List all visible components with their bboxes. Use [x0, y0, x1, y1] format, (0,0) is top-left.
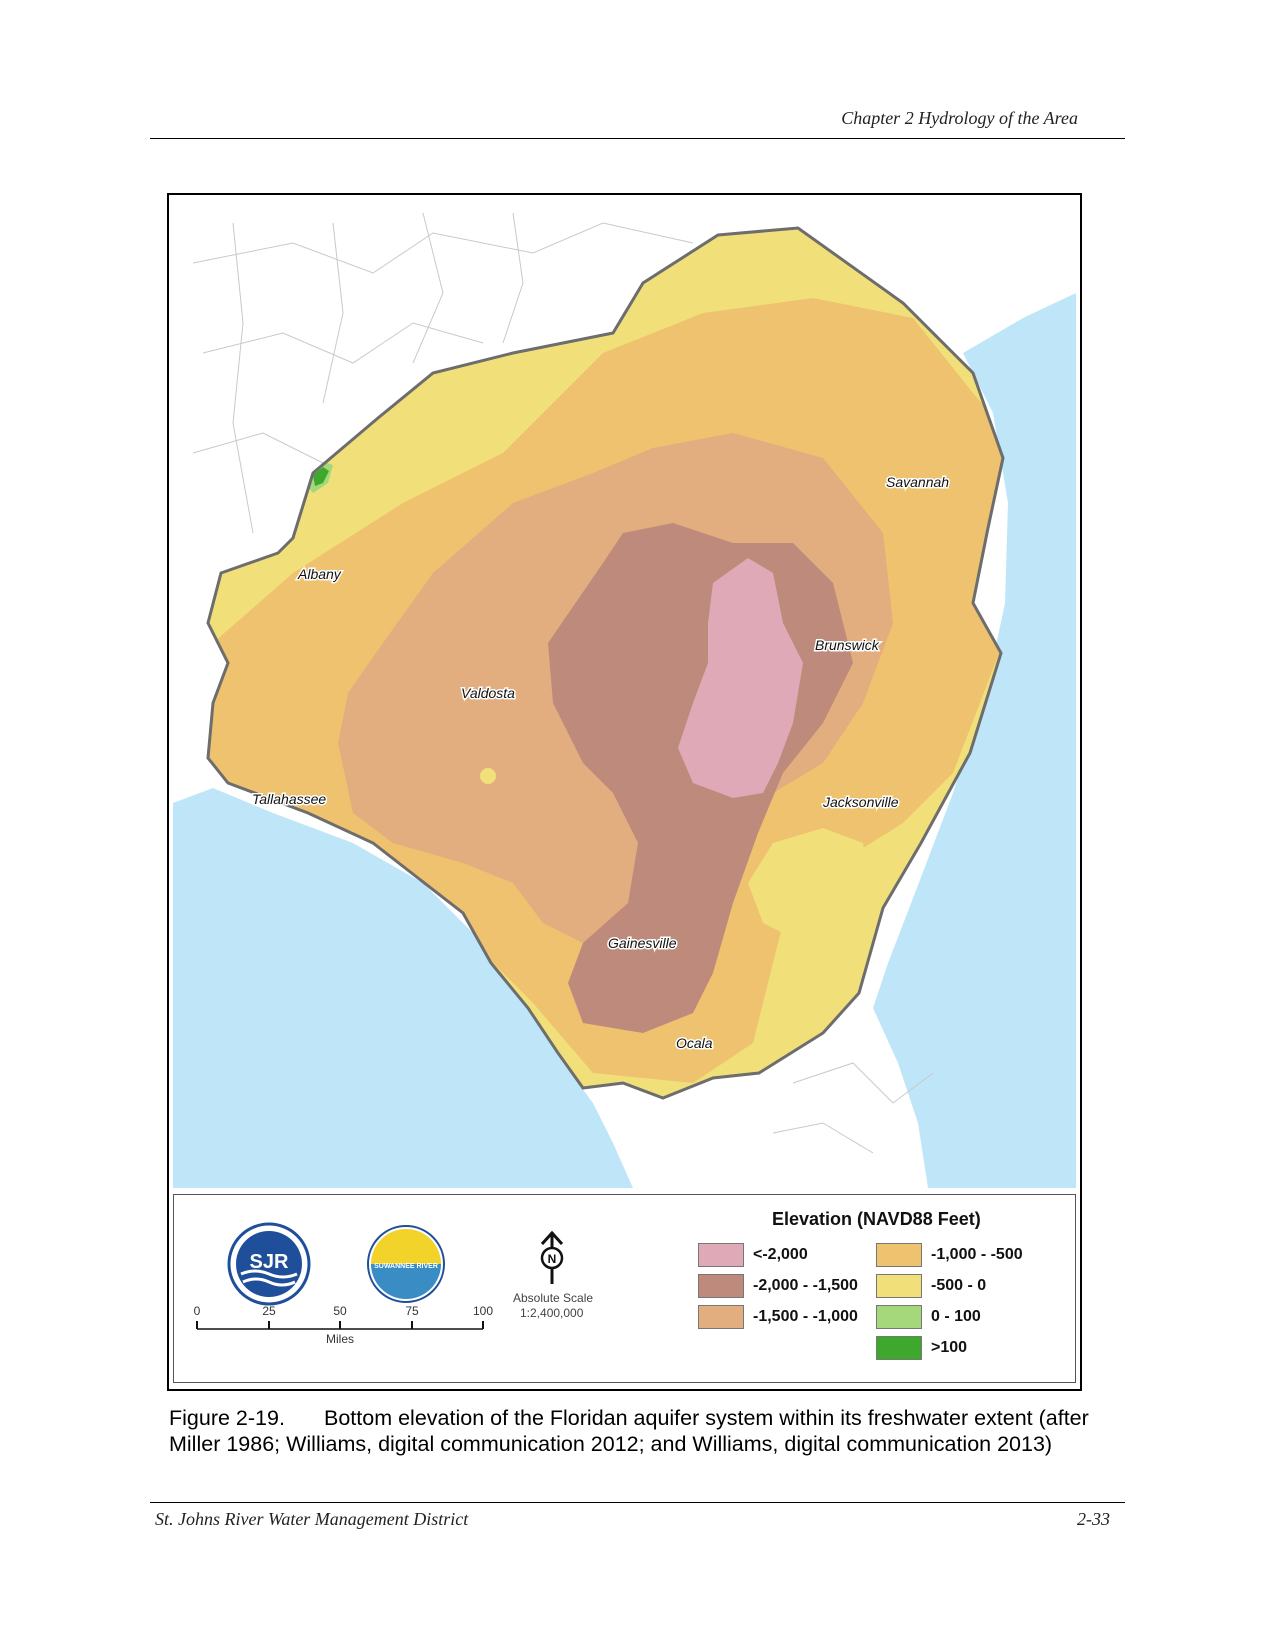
gulf-water — [173, 788, 633, 1188]
scale-bar: 0 25 50 75 100 Miles — [194, 1304, 494, 1346]
legend-swatch-lt-neg2000 — [698, 1243, 744, 1267]
figure-caption-text: Bottom elevation of the Floridan aquifer… — [169, 1406, 1089, 1456]
legend-swatch-neg1000-neg500 — [876, 1243, 922, 1267]
legend-label-neg1000-neg500: -1,000 - -500 — [931, 1246, 1023, 1263]
header-rule — [150, 138, 1125, 139]
legend-label-0-100: 0 - 100 — [931, 1308, 981, 1325]
legend-swatch-neg1500-neg1000 — [698, 1305, 744, 1329]
legend-swatch-neg500-0 — [876, 1274, 922, 1298]
footer-organization: St. Johns River Water Management Distric… — [155, 1509, 469, 1529]
zone-small-yellow — [480, 768, 496, 784]
sjr-logo-text: SJR — [250, 1251, 289, 1273]
zone-yellow-east — [748, 828, 873, 943]
scale-ratio: 1:2,400,000 — [520, 1306, 584, 1320]
legend-swatch-0-100 — [876, 1305, 922, 1329]
city-ocala: Ocala — [676, 1035, 713, 1051]
legend-label-lt-neg2000: <-2,000 — [753, 1246, 808, 1263]
figure-number: Figure 2-19. — [169, 1406, 285, 1430]
page-number: 2-33 — [1077, 1509, 1110, 1529]
legend-label-neg500-0: -500 - 0 — [931, 1277, 987, 1294]
scale-tick-0: 0 — [194, 1304, 201, 1318]
chapter-header: Chapter 2 Hydrology of the Area — [841, 108, 1078, 128]
legend-label-neg1500-neg1000: -1,500 - -1,000 — [753, 1308, 858, 1325]
legend-swatch-neg2000-neg1500 — [698, 1274, 744, 1298]
scale-tick-100: 100 — [473, 1304, 493, 1318]
city-albany: Albany — [297, 566, 342, 582]
svg-text:N: N — [548, 1252, 557, 1266]
city-savannah: Savannah — [886, 474, 949, 490]
freshwater-extent-outline — [206, 226, 1005, 1100]
scale-tick-25: 25 — [262, 1304, 276, 1318]
city-jacksonville: Jacksonville — [822, 794, 899, 810]
footer-rule — [150, 1502, 1125, 1503]
legend-label-neg2000-neg1500: -2,000 - -1,500 — [753, 1277, 858, 1294]
srwmd-logo-text: SUWANNEE RIVER — [374, 1263, 438, 1270]
zone-gt100 — [313, 467, 329, 486]
city-tallahassee: Tallahassee — [252, 791, 326, 807]
figure-caption: Figure 2-19. Bottom elevation of the Flor… — [169, 1405, 1119, 1457]
city-brunswick: Brunswick — [815, 637, 880, 653]
scale-tick-75: 75 — [405, 1304, 419, 1318]
srwmd-logo: SUWANNEE RIVER — [367, 1225, 445, 1303]
sjr-logo: SJR — [227, 1222, 311, 1306]
city-gainesville: Gainesville — [608, 935, 677, 951]
scale-tick-50: 50 — [333, 1304, 347, 1318]
city-valdosta: Valdosta — [461, 685, 515, 701]
legend-panel: SJR SUWANNEE RIVER N Absolute Scale 1:2,… — [173, 1194, 1076, 1383]
north-arrow-icon: N — [540, 1230, 564, 1284]
legend-title: Elevation (NAVD88 Feet) — [772, 1209, 981, 1229]
scale-unit: Miles — [326, 1332, 354, 1346]
legend-label-gt100: >100 — [931, 1339, 968, 1356]
absolute-scale-label: Absolute Scale — [513, 1291, 594, 1305]
zone-lt-neg2000 — [678, 558, 803, 798]
elevation-map: Savannah Albany Brunswick Valdosta Talla… — [173, 203, 1076, 1188]
legend-swatch-gt100 — [876, 1336, 922, 1360]
